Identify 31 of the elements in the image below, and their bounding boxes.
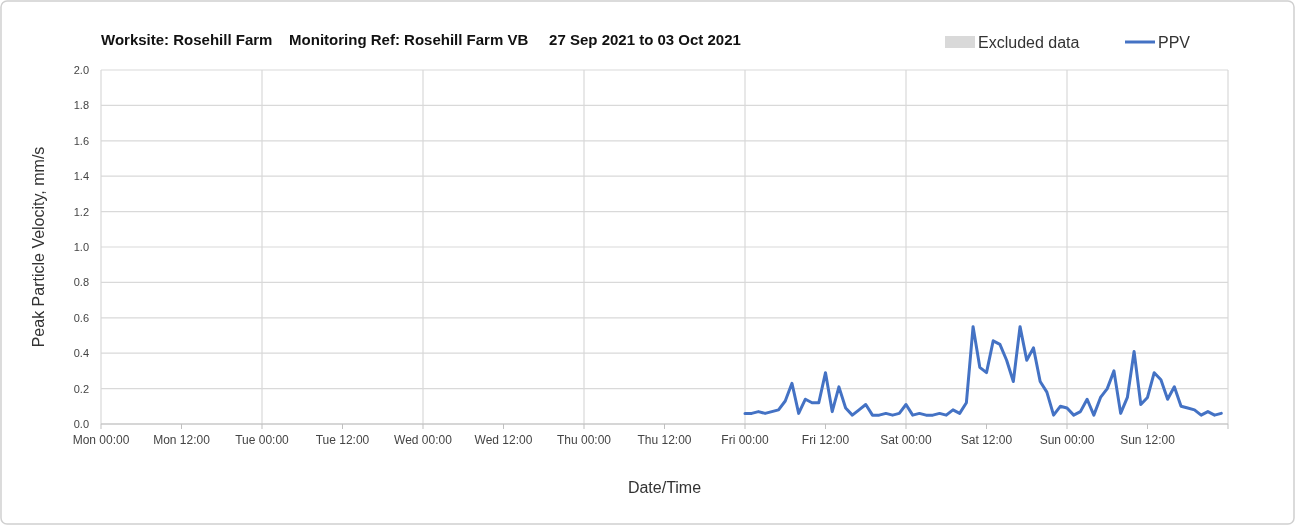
legend-label: Excluded data — [978, 34, 1080, 51]
chart-title: Worksite: Rosehill Farm Monitoring Ref: Rosehill Farm VB 27 Sep 2021 to 03 Oct 2021 — [101, 31, 741, 48]
legend-label: PPV — [1158, 34, 1191, 51]
x-tick-label: Thu 00:00 — [556, 433, 612, 447]
y-tick-label: 2.0 — [73, 64, 89, 76]
y-tick-label: 1.0 — [73, 241, 89, 253]
y-tick-label: 0.2 — [73, 382, 89, 395]
x-tick-label: Fri 00:00 — [721, 433, 769, 447]
x-tick-label: Sat 12:00 — [960, 433, 1013, 447]
x-tick-label: Tue 00:00 — [235, 433, 290, 447]
y-tick-label: 1.6 — [73, 134, 89, 147]
x-tick-label: Sun 12:00 — [1120, 433, 1176, 447]
x-tick-label: Fri 12:00 — [801, 433, 850, 447]
x-tick-label: Wed 12:00 — [474, 433, 533, 447]
y-tick-label: 1.4 — [73, 170, 89, 183]
x-tick-label: Wed 00:00 — [394, 433, 453, 447]
x-tick-label: Thu 12:00 — [637, 433, 692, 447]
x-tick-label: Mon 12:00 — [153, 433, 211, 447]
y-tick-label: 0.8 — [73, 276, 89, 289]
y-tick-label: 1.8 — [73, 99, 89, 112]
x-axis-title: Date/Time — [627, 479, 702, 496]
y-tick-label: 1.2 — [73, 205, 89, 218]
x-tick-label: Sat 00:00 — [880, 433, 933, 447]
x-tick-label: Tue 12:00 — [315, 433, 370, 447]
y-tick-label: 0.6 — [73, 311, 89, 324]
y-tick-label: 0.4 — [73, 347, 89, 360]
x-tick-label: Mon 00:00 — [72, 433, 130, 447]
line-series — [743, 325, 1223, 417]
y-axis-title: Peak Particle Velocity, mm/s — [30, 146, 47, 348]
y-tick-label: 0.0 — [73, 418, 89, 430]
x-tick-label: Sun 00:00 — [1039, 433, 1095, 447]
